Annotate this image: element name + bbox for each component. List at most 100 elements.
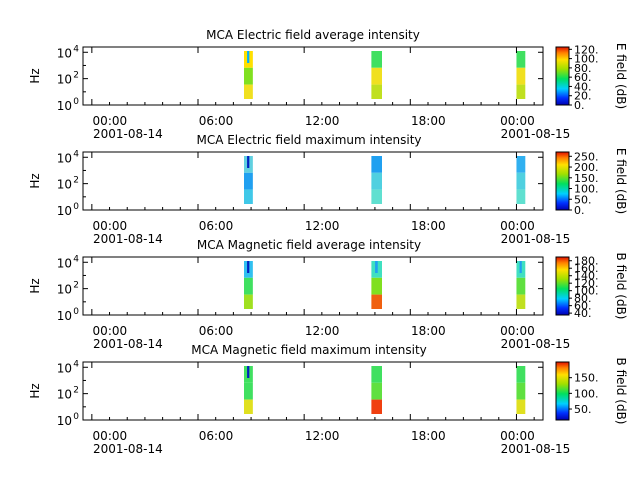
panel-title: MCA Magnetic field maximum intensity <box>191 343 427 357</box>
y-tick-label: 10 <box>57 46 72 60</box>
pass-band-low <box>516 399 526 414</box>
panel-title: MCA Electric field maximum intensity <box>196 133 421 147</box>
pass-spike <box>519 51 522 63</box>
data-pass-3 <box>516 51 526 99</box>
colorbar-tick-label: 120. <box>574 43 599 56</box>
colorbar-label: E field (dB) <box>614 43 628 109</box>
y-tick-label: 10 <box>57 388 72 402</box>
pass-band-low <box>516 189 526 204</box>
colorbar-tick-label: 50. <box>574 403 592 416</box>
y-axis-label: Hz <box>28 173 42 188</box>
pass-spike <box>375 51 378 63</box>
colorbar-tick-label: 80. <box>574 62 592 75</box>
colorbar-tick-label: 180. <box>574 255 599 268</box>
colorbar-tick-label: 150. <box>574 172 599 185</box>
pass-band-mid <box>371 382 382 400</box>
colorbar-tick-label: 100. <box>574 285 599 298</box>
colorbar-tick-label: 50. <box>574 193 592 206</box>
y-tick-exponent: 0 <box>73 307 79 317</box>
colorbar-label: E field (dB) <box>614 148 628 214</box>
y-tick-exponent: 4 <box>73 44 79 54</box>
pass-band-mid <box>371 67 382 85</box>
data-pass-2 <box>371 51 382 99</box>
colorbar-tick-label: 40. <box>574 307 592 320</box>
panel-2: MCA Electric field maximum intensity 10 0 1… <box>28 133 628 246</box>
colorbar-gradient <box>555 361 570 421</box>
colorbar-tick-label: 80. <box>574 292 592 305</box>
colorbar-tick-label: 250. <box>574 150 599 163</box>
y-tick-label: 10 <box>57 151 72 165</box>
x-tick-time: 00:00 <box>93 114 128 128</box>
axes-frame <box>82 361 544 421</box>
y-tick-exponent: 2 <box>73 176 79 186</box>
colorbar-tick-label: 40. <box>574 80 592 93</box>
pass-spike <box>375 366 378 378</box>
colorbar-tick-label: 200. <box>574 161 599 174</box>
y-tick-label: 10 <box>57 256 72 270</box>
data-pass-2 <box>371 261 382 309</box>
y-axis-label: Hz <box>28 68 42 83</box>
colorbar-label: B field (dB) <box>614 253 628 320</box>
x-tick-time: 12:00 <box>305 429 340 443</box>
y-tick-exponent: 2 <box>73 281 79 291</box>
colorbar: 40.60.80.100.120.140.160.180. B field (dB… <box>555 253 628 320</box>
pass-band-mid <box>244 277 253 295</box>
y-tick-label: 10 <box>57 361 72 375</box>
y-tick-exponent: 0 <box>73 412 79 422</box>
x-tick-date: 2001-08-15 <box>501 232 571 246</box>
colorbar-gradient <box>555 151 570 211</box>
pass-band-low <box>371 399 382 414</box>
x-tick-time: 00:00 <box>500 114 535 128</box>
colorbar-tick-label: 150. <box>574 372 599 385</box>
data-pass-1 <box>244 261 253 309</box>
x-tick-time: 18:00 <box>411 114 446 128</box>
y-tick-exponent: 2 <box>73 71 79 81</box>
pass-band-low <box>371 189 382 204</box>
x-tick-date: 2001-08-14 <box>93 442 163 456</box>
x-tick-time: 06:00 <box>199 324 234 338</box>
x-tick-time: 12:00 <box>305 114 340 128</box>
pass-spike <box>519 366 522 378</box>
y-tick-exponent: 4 <box>73 359 79 369</box>
x-tick-time: 18:00 <box>411 324 446 338</box>
y-tick-label: 10 <box>57 99 72 113</box>
x-tick-date: 2001-08-15 <box>501 337 571 351</box>
colorbar-tick-label: 60. <box>574 71 592 84</box>
y-tick-exponent: 4 <box>73 149 79 159</box>
pass-band-mid <box>244 172 253 190</box>
colorbar: 0.50.100.150.200.250. E field (dB) <box>555 148 628 217</box>
y-tick-label: 10 <box>57 309 72 323</box>
colorbar-tick-label: 120. <box>574 277 599 290</box>
pass-band-low <box>516 294 526 309</box>
x-tick-date: 2001-08-15 <box>501 127 571 141</box>
colorbar-gradient <box>555 46 570 106</box>
x-tick-time: 00:00 <box>93 219 128 233</box>
data-pass-3 <box>516 366 526 414</box>
colorbar-tick-label: 20. <box>574 90 592 103</box>
pass-band-mid <box>244 382 253 400</box>
data-pass-1 <box>244 366 253 414</box>
data-pass-3 <box>516 156 526 204</box>
pass-band-mid <box>371 277 382 295</box>
colorbar-tick-label: 140. <box>574 270 599 283</box>
data-pass-2 <box>371 366 382 414</box>
x-tick-time: 00:00 <box>500 324 535 338</box>
data-pass-1 <box>244 51 253 99</box>
pass-band-low <box>244 84 253 99</box>
x-tick-time: 00:00 <box>93 429 128 443</box>
panel-title: MCA Electric field average intensity <box>206 28 420 42</box>
pass-spike <box>519 261 522 273</box>
pass-spike <box>247 261 250 273</box>
y-axis-label: Hz <box>28 278 42 293</box>
pass-band-low <box>244 399 253 414</box>
data-pass-1 <box>244 156 253 204</box>
x-tick-date: 2001-08-14 <box>93 127 163 141</box>
data-pass-2 <box>371 156 382 204</box>
colorbar-tick-label: 0. <box>574 204 585 217</box>
pass-band-low <box>371 294 382 309</box>
colorbar-label: B field (dB) <box>614 358 628 425</box>
y-tick-exponent: 0 <box>73 202 79 212</box>
x-tick-time: 12:00 <box>305 324 340 338</box>
